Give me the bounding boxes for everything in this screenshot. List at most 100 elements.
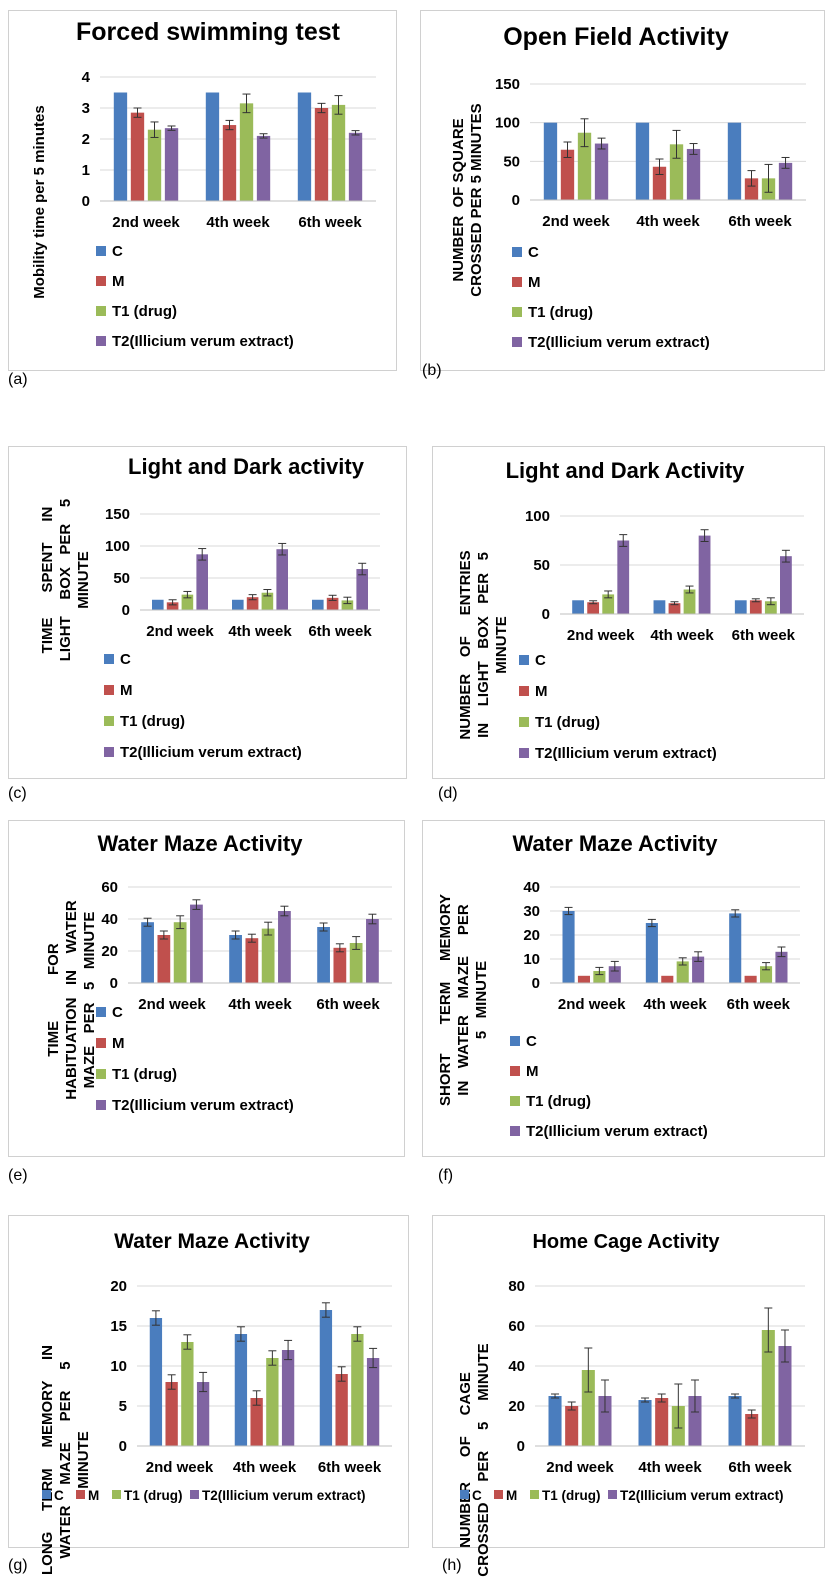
legend-entry: C	[472, 1488, 482, 1503]
y-tick-label: 100	[495, 115, 520, 132]
y-tick-label: 60	[101, 879, 118, 896]
panel-label: (d)	[438, 785, 458, 802]
bar	[638, 1400, 652, 1446]
panel-label: (a)	[8, 371, 28, 388]
y-axis-label: SHORT TERM MEMORYIN WATER MAZE PER5 MINU…	[437, 894, 490, 1106]
legend-entry: M	[535, 683, 548, 700]
legend-swatch	[104, 747, 114, 757]
bar	[239, 103, 254, 201]
bar	[635, 122, 650, 200]
x-tick-label: 4th week	[638, 1459, 702, 1476]
bar	[594, 143, 609, 200]
y-tick-label: 50	[113, 570, 130, 587]
panel-label: (h)	[442, 1557, 462, 1574]
legend-swatch	[519, 748, 529, 758]
legend-entry: C	[54, 1488, 64, 1503]
y-tick-label: 1	[82, 162, 90, 179]
y-tick-label: 20	[508, 1398, 525, 1415]
x-tick-label: 2nd week	[558, 996, 626, 1013]
bar	[335, 1374, 348, 1446]
panel-frame	[422, 820, 825, 1157]
bar	[314, 108, 329, 201]
bar	[698, 535, 711, 614]
legend-entry: T2(Illicium verum extract)	[535, 745, 717, 762]
legend-entry: M	[120, 682, 133, 699]
legend-entry: T1 (drug)	[528, 304, 593, 321]
legend-entry: C	[120, 651, 131, 668]
bar	[331, 104, 346, 201]
chart-panel-4: (d) Light and Dark Activity 0 50 100 2nd week…	[432, 446, 825, 802]
bar	[366, 1358, 380, 1446]
y-tick-label: 0	[122, 602, 130, 619]
legend-swatch	[104, 685, 114, 695]
y-axis-label: TIME FORHABITUATION IN WATERMAZE PER 5 M…	[45, 900, 98, 1100]
bar	[548, 1396, 562, 1446]
bar	[356, 569, 368, 610]
chart-panel-6: (f) Water Maze Activity 0 10 20 30 40 2nd week 4…	[422, 820, 825, 1184]
bar	[181, 594, 194, 610]
chart-title: Light and Dark Activity	[506, 458, 746, 483]
y-tick-label: 40	[101, 911, 118, 928]
y-axis-label: NUMBER OF ENTRIESIN LIGHT BOX PER 5MINUT…	[457, 550, 510, 739]
legend-swatch	[510, 1126, 520, 1136]
bar	[229, 935, 242, 983]
chart-panel-2: (b) Open Field Activity 0 50 100 150 2nd week 4…	[420, 10, 825, 379]
x-tick-label: 6th week	[732, 627, 796, 644]
bar	[349, 943, 363, 983]
legend-entry: M	[506, 1488, 517, 1503]
legend-entry: T1 (drug)	[526, 1093, 591, 1110]
bar	[727, 122, 742, 200]
y-tick-label: 150	[105, 506, 130, 523]
bar	[312, 599, 324, 610]
legend-swatch	[96, 246, 106, 256]
bar	[256, 135, 271, 201]
legend-entry: T1 (drug)	[124, 1488, 183, 1503]
chart-title: Water Maze Activity	[513, 831, 719, 856]
bar	[317, 927, 330, 983]
bar	[565, 1406, 579, 1446]
legend-swatch	[530, 1490, 539, 1499]
bar	[683, 589, 696, 614]
y-tick-label: 150	[495, 76, 520, 93]
chart-panel-7: (g) Water Maze Activity 0 5 10 15 20 2nd week 4t…	[8, 1215, 409, 1575]
y-axis-label: LONG TERM MEMORY INWATER MAZE PER 5MINUT…	[39, 1345, 92, 1575]
legend-entry: M	[112, 1035, 125, 1052]
legend-swatch	[512, 277, 522, 287]
legend-swatch	[510, 1066, 520, 1076]
legend-entry: M	[526, 1063, 539, 1080]
bar	[319, 1310, 333, 1446]
chart-panel-8: (h) Home Cage Activity 0 20 40 60 80 2nd week 4t…	[432, 1215, 825, 1577]
x-tick-label: 4th week	[233, 1459, 297, 1476]
x-tick-label: 4th week	[636, 213, 700, 230]
x-tick-label: 2nd week	[542, 213, 610, 230]
x-tick-label: 4th week	[206, 214, 270, 231]
bar	[166, 602, 179, 610]
panel-frame	[8, 446, 407, 779]
bar	[688, 1396, 702, 1446]
x-tick-label: 6th week	[318, 1459, 382, 1476]
panel-frame	[8, 820, 405, 1157]
bar	[577, 975, 590, 983]
y-tick-label: 10	[523, 951, 540, 968]
bar	[560, 149, 575, 200]
bar	[276, 549, 288, 610]
legend-entry: M	[528, 274, 541, 291]
bar	[764, 601, 777, 614]
legend-swatch	[112, 1490, 121, 1499]
legend-entry: T2(Illicium verum extract)	[528, 334, 710, 351]
legend-swatch	[494, 1490, 503, 1499]
legend-swatch	[96, 1100, 106, 1110]
legend-entry: T1 (drug)	[535, 714, 600, 731]
bar	[245, 938, 259, 983]
bar	[602, 594, 615, 614]
legend-entry: T1 (drug)	[542, 1488, 601, 1503]
legend-swatch	[104, 716, 114, 726]
bar	[676, 961, 689, 983]
bar	[246, 597, 259, 610]
y-tick-label: 60	[508, 1318, 525, 1335]
panel-label: (g)	[8, 1557, 28, 1574]
